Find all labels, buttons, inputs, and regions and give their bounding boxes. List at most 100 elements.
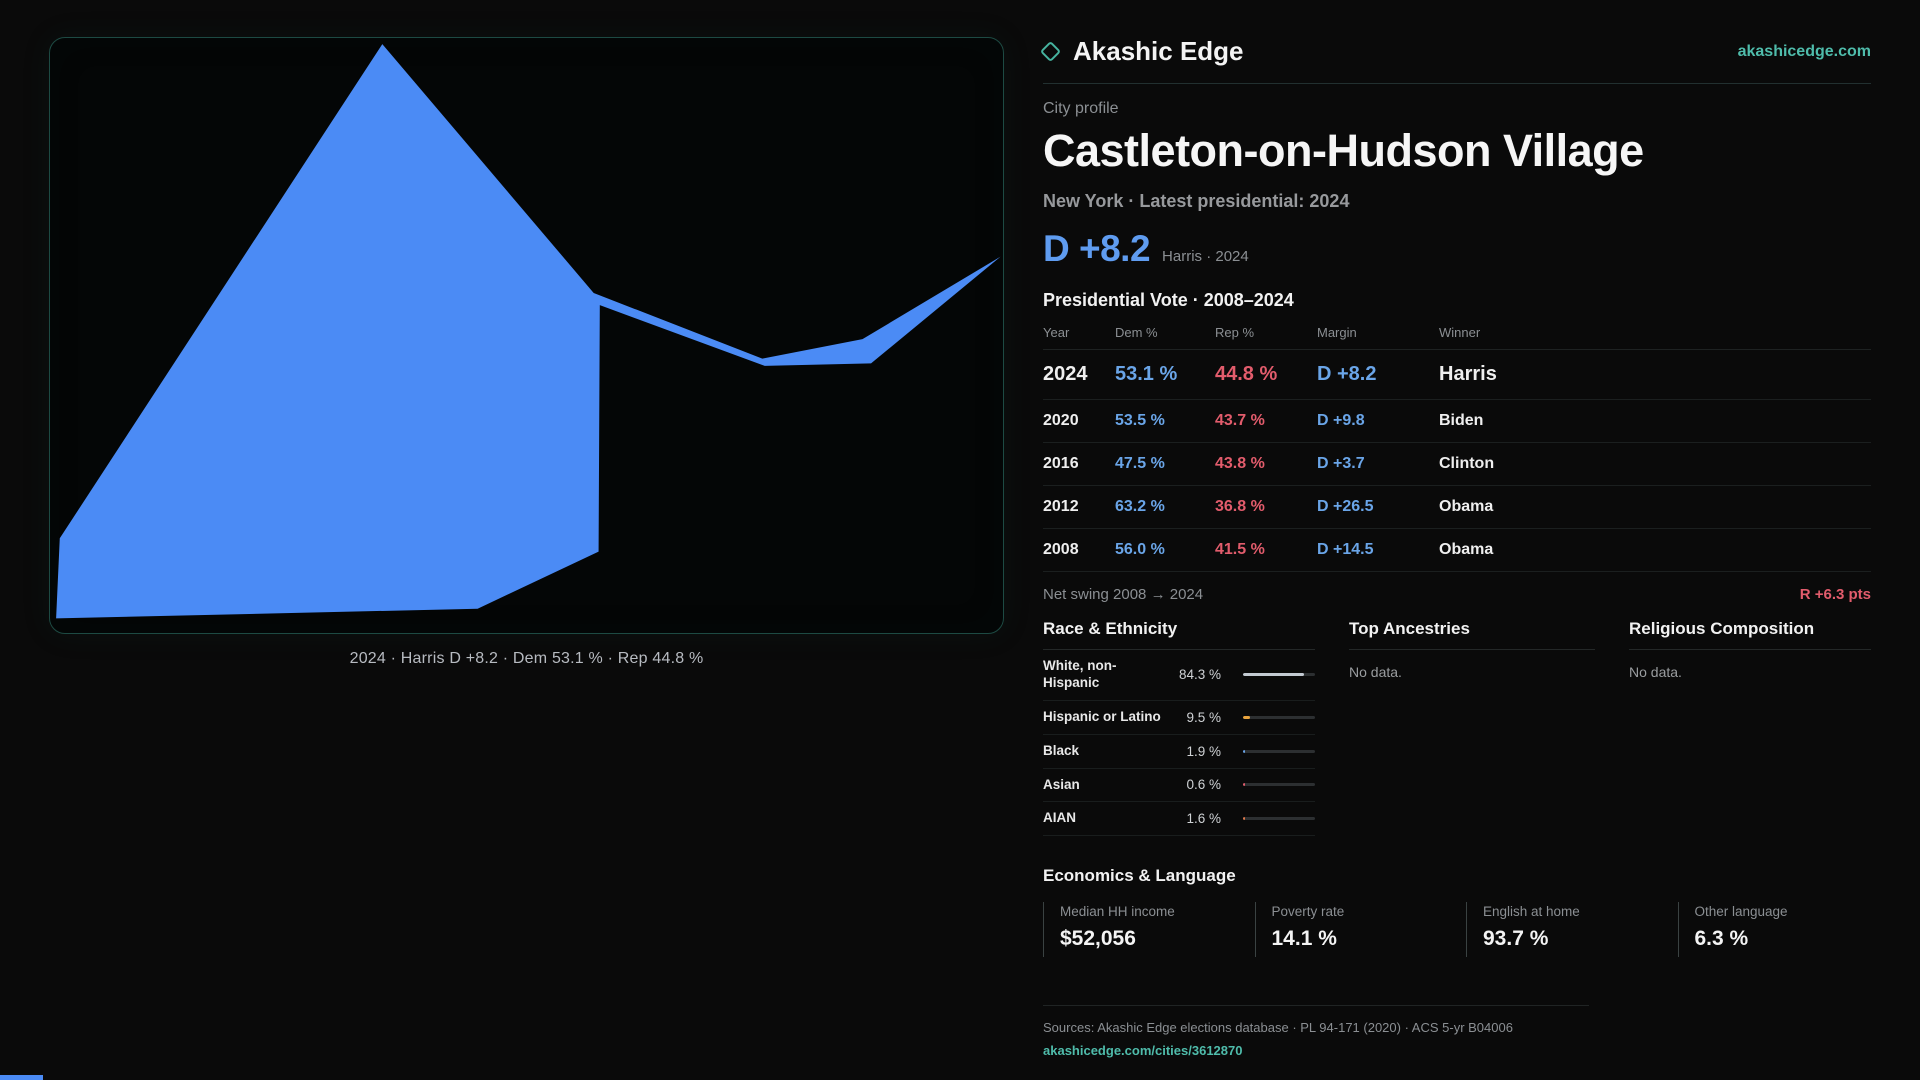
profile-subtitle: New York · Latest presidential: 2024 bbox=[1043, 191, 1350, 211]
race-row: Hispanic or Latino 9.5 % bbox=[1043, 701, 1315, 735]
vote-cell-rep: 44.8 % bbox=[1215, 363, 1278, 385]
stat-label: Median HH income bbox=[1060, 904, 1175, 920]
stat-card: English at home 93.7 % bbox=[1466, 902, 1660, 958]
race-label: Asian bbox=[1043, 776, 1080, 792]
race-title: Race & Ethnicity bbox=[1043, 619, 1315, 650]
race-column: Race & Ethnicity White, non-Hispanic 84.3… bbox=[1043, 619, 1315, 837]
religion-column: Religious Composition No data. bbox=[1629, 619, 1871, 836]
stat-cards: Median HH income $52,056 Poverty rate 14.1 … bbox=[1043, 902, 1872, 958]
vote-cell-year: 2024 bbox=[1043, 363, 1088, 385]
headline-margin-note: Harris · 2024 bbox=[1162, 248, 1249, 265]
demographics-section: Race & Ethnicity White, non-Hispanic 84.3… bbox=[1043, 619, 1871, 837]
race-bar bbox=[1243, 715, 1315, 719]
vote-cell-year: 2008 bbox=[1043, 541, 1079, 558]
site-domain-link[interactable]: akashicedge.com bbox=[1737, 42, 1871, 60]
vote-cell-dem: 47.5 % bbox=[1115, 455, 1165, 472]
race-label: White, non-Hispanic bbox=[1043, 658, 1117, 690]
stat-label: Other language bbox=[1694, 904, 1788, 920]
religion-empty: No data. bbox=[1629, 664, 1682, 680]
vote-col-year: Year bbox=[1043, 325, 1070, 340]
page-title: Castleton-on-Hudson Village bbox=[1043, 125, 1644, 176]
ancestries-title: Top Ancestries bbox=[1349, 619, 1595, 650]
vote-cell-dem: 63.2 % bbox=[1115, 498, 1165, 515]
race-label: Hispanic or Latino bbox=[1043, 708, 1161, 724]
vote-cell-year: 2016 bbox=[1043, 455, 1079, 472]
vote-cell-winner: Obama bbox=[1439, 498, 1494, 515]
stat-value: $52,056 bbox=[1060, 927, 1136, 951]
vote-cell-winner: Harris bbox=[1439, 363, 1497, 385]
vote-cell-dem: 53.1 % bbox=[1115, 363, 1178, 385]
vote-cell-winner: Obama bbox=[1439, 541, 1494, 558]
race-value: 1.9 % bbox=[1186, 743, 1221, 759]
race-row: Black 1.9 % bbox=[1043, 735, 1315, 769]
vote-cell-rep: 36.8 % bbox=[1215, 498, 1265, 515]
vote-row-2008: 2008 56.0 % 41.5 % D +14.5 Obama bbox=[1043, 529, 1871, 572]
stat-label: English at home bbox=[1483, 904, 1580, 920]
vote-row-2012: 2012 63.2 % 36.8 % D +26.5 Obama bbox=[1043, 486, 1871, 529]
stat-value: 14.1 % bbox=[1271, 927, 1337, 951]
brand-name: Akashic Edge bbox=[1073, 36, 1244, 66]
village-boundary-shape bbox=[56, 44, 1001, 619]
vote-row-2020: 2020 53.5 % 43.7 % D +9.8 Biden bbox=[1043, 400, 1871, 443]
vote-cell-margin: D +14.5 bbox=[1317, 541, 1374, 558]
city-map bbox=[56, 44, 1001, 619]
race-label: Black bbox=[1043, 742, 1080, 758]
ancestries-empty: No data. bbox=[1349, 664, 1402, 680]
race-bar bbox=[1243, 673, 1315, 677]
race-value: 0.6 % bbox=[1186, 777, 1221, 793]
bottom-edge-accent bbox=[0, 1075, 43, 1080]
net-swing-value: R +6.3 pts bbox=[1799, 586, 1871, 603]
headline-margin: D +8.2 Harris · 2024 bbox=[1043, 228, 1871, 270]
vote-cell-winner: Biden bbox=[1439, 412, 1484, 429]
race-label: AIAN bbox=[1043, 810, 1076, 826]
city-map-panel bbox=[49, 37, 1004, 634]
race-value: 9.5 % bbox=[1186, 709, 1221, 725]
race-value: 84.3 % bbox=[1178, 667, 1221, 683]
vote-cell-rep: 43.8 % bbox=[1215, 455, 1265, 472]
vote-table: Year Dem % Rep % Margin Winner 2024 53.1 % 44.… bbox=[1043, 321, 1871, 617]
stat-label: Poverty rate bbox=[1271, 904, 1345, 920]
vote-cell-margin: D +26.5 bbox=[1317, 498, 1374, 515]
race-row: Asian 0.6 % bbox=[1043, 769, 1315, 803]
app-header: Akashic Edge akashicedge.com bbox=[1039, 30, 1871, 84]
vote-cell-year: 2012 bbox=[1043, 498, 1079, 515]
vote-cell-margin: D +3.7 bbox=[1317, 455, 1365, 472]
page-footer: Sources: Akashic Edge elections database… bbox=[1043, 1005, 1590, 1060]
stat-card: Other language 6.3 % bbox=[1677, 902, 1872, 958]
vote-cell-margin: D +9.8 bbox=[1317, 412, 1365, 429]
vote-row-2016: 2016 47.5 % 43.8 % D +3.7 Clinton bbox=[1043, 443, 1871, 486]
religion-title: Religious Composition bbox=[1629, 619, 1871, 650]
vote-cell-margin: D +8.2 bbox=[1317, 363, 1377, 385]
profile-column: Akashic Edge akashicedge.com City profil… bbox=[1039, 30, 1872, 1060]
economics-title: Economics & Language bbox=[1043, 866, 1236, 886]
vote-col-winner: Winner bbox=[1439, 325, 1481, 340]
vote-col-rep: Rep % bbox=[1215, 325, 1255, 340]
diamond-logo-icon bbox=[1039, 40, 1062, 63]
vote-table-body: 2024 53.1 % 44.8 % D +8.2 Harris 2020 53.5 % 43… bbox=[1043, 350, 1871, 572]
brand: Akashic Edge bbox=[1039, 36, 1244, 67]
race-bar bbox=[1243, 749, 1315, 753]
profile-kicker: City profile bbox=[1043, 100, 1119, 117]
race-bar bbox=[1243, 783, 1315, 787]
vote-cell-rep: 43.7 % bbox=[1215, 412, 1265, 429]
stat-card: Median HH income $52,056 bbox=[1043, 902, 1237, 958]
vote-cell-year: 2020 bbox=[1043, 412, 1079, 429]
race-row: White, non-Hispanic 84.3 % bbox=[1043, 650, 1315, 701]
ancestries-column: Top Ancestries No data. bbox=[1349, 619, 1595, 836]
race-rows: White, non-Hispanic 84.3 % Hispanic or Lat… bbox=[1043, 650, 1315, 837]
sources-note: Sources: Akashic Edge elections database… bbox=[1043, 1020, 1513, 1036]
vote-col-margin: Margin bbox=[1317, 325, 1357, 340]
net-swing-row: Net swing 2008 → 2024 R +6.3 pts bbox=[1043, 572, 1871, 617]
vote-col-dem: Dem % bbox=[1115, 325, 1158, 340]
vote-table-title: Presidential Vote · 2008–2024 bbox=[1043, 290, 1294, 310]
vote-cell-dem: 56.0 % bbox=[1115, 541, 1165, 558]
vote-cell-winner: Clinton bbox=[1439, 455, 1495, 472]
race-row: AIAN 1.6 % bbox=[1043, 802, 1315, 837]
city-page-link[interactable]: akashicedge.com/cities/3612870 bbox=[1043, 1043, 1243, 1059]
race-value: 1.6 % bbox=[1186, 811, 1221, 827]
vote-cell-dem: 53.5 % bbox=[1115, 412, 1165, 429]
stat-value: 93.7 % bbox=[1483, 927, 1549, 951]
stat-card: Poverty rate 14.1 % bbox=[1254, 902, 1449, 958]
race-bar bbox=[1243, 817, 1315, 821]
stat-value: 6.3 % bbox=[1694, 927, 1749, 951]
